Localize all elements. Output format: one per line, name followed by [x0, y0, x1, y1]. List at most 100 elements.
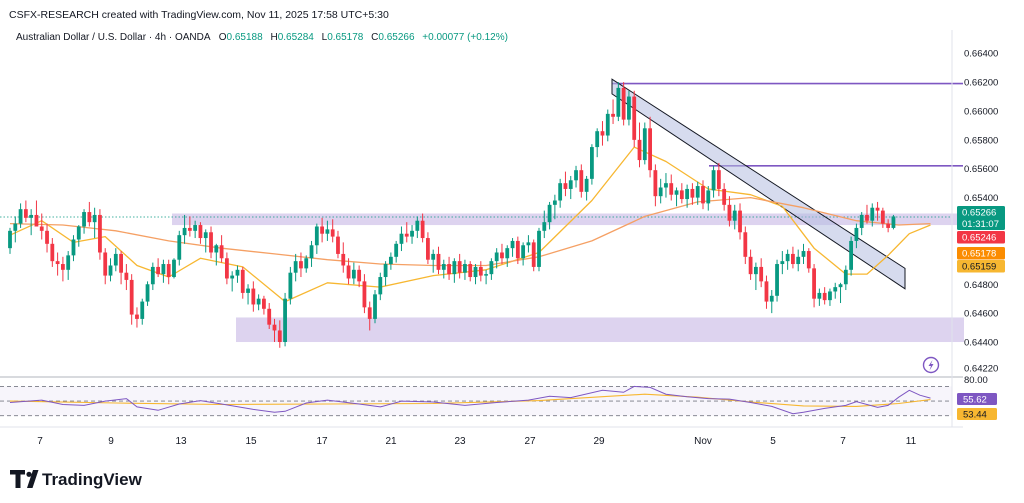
candle	[336, 230, 340, 259]
candle-body	[219, 245, 224, 259]
candle-body	[679, 190, 684, 200]
candle-body	[537, 230, 541, 267]
candle	[251, 281, 256, 312]
candle	[505, 245, 510, 267]
candle-body	[320, 226, 325, 234]
candle-body	[50, 243, 55, 262]
candle-body	[806, 251, 811, 269]
candle	[875, 201, 880, 221]
price-tick-label: 0.64800	[964, 280, 998, 291]
candle	[330, 219, 335, 243]
price-tag-box	[957, 247, 1005, 260]
candle	[870, 203, 875, 227]
candle-body	[637, 139, 642, 161]
tradingview-logo[interactable]: TradingView	[10, 470, 143, 489]
time-axis[interactable]: 7 9 13 15 17 21 23 27 29 Nov 5 7 11	[0, 30, 963, 447]
candle-body	[531, 242, 536, 267]
candle-body	[595, 131, 600, 148]
candle-body	[82, 212, 86, 227]
candle-body	[87, 212, 92, 223]
candle	[600, 121, 605, 146]
candle	[738, 203, 742, 240]
candle-body	[605, 113, 610, 136]
candle	[362, 274, 367, 314]
bolt-icon	[922, 356, 940, 374]
candle-body	[246, 288, 250, 293]
candle	[558, 178, 563, 208]
candle	[457, 253, 462, 279]
candle-body	[743, 232, 748, 257]
candle	[103, 248, 108, 285]
logo-mark-slash	[27, 470, 39, 488]
descending-channel[interactable]	[611, 78, 906, 290]
candle-body	[801, 251, 806, 257]
candle	[854, 223, 859, 249]
candle-body	[759, 266, 764, 282]
close-value: 0.65266	[378, 32, 415, 43]
candle	[791, 246, 795, 269]
candle	[219, 235, 224, 263]
candle-body	[817, 292, 822, 299]
candle	[531, 239, 536, 272]
candle-body	[542, 222, 547, 231]
candle-body	[854, 227, 859, 241]
candle	[29, 209, 34, 236]
candle	[436, 246, 441, 275]
candle	[209, 226, 213, 259]
candle	[590, 144, 594, 185]
candle	[526, 235, 531, 253]
candle	[849, 236, 854, 276]
candle-body	[66, 255, 71, 270]
candle	[341, 242, 346, 273]
candle-body	[812, 268, 816, 299]
candle-body	[706, 190, 711, 204]
candle	[579, 164, 584, 198]
candle-body	[838, 284, 843, 288]
candle-body	[775, 264, 779, 296]
candle	[542, 210, 547, 239]
logo-text: TradingView	[42, 470, 143, 489]
price-tick-label: 0.65600	[964, 164, 998, 175]
candle	[187, 216, 192, 237]
candle-body	[653, 170, 658, 197]
symbol-title: Australian Dollar / U.S. Dollar · 4h · O…	[16, 32, 211, 43]
symbol-legend[interactable]: Australian Dollar / U.S. Dollar · 4h · O…	[16, 32, 508, 43]
candle-body	[563, 183, 568, 189]
candle	[711, 165, 716, 198]
candle	[394, 240, 399, 263]
candle	[161, 259, 166, 283]
candle-body	[494, 252, 499, 262]
candle-body	[521, 245, 526, 259]
rsi-panel[interactable]: 80.00 55.62 53.44	[0, 375, 997, 421]
candle-body	[330, 229, 335, 237]
channel-band[interactable]	[611, 78, 906, 290]
candle	[108, 258, 113, 282]
candle-body	[632, 96, 637, 140]
support-zone[interactable]	[236, 317, 964, 343]
candle	[129, 274, 134, 325]
candle	[98, 209, 102, 260]
candle	[404, 222, 409, 243]
candle	[637, 122, 642, 168]
time-tick-label: 7	[37, 436, 43, 447]
candle	[621, 82, 626, 126]
resistance-zone[interactable]	[172, 213, 964, 226]
candle	[76, 225, 81, 247]
candle	[828, 288, 832, 306]
candle	[240, 266, 245, 299]
alert-button[interactable]	[922, 356, 940, 374]
candle-body	[346, 265, 351, 279]
candle-body	[478, 266, 483, 276]
candle-body	[732, 210, 737, 221]
candle	[246, 284, 250, 305]
candle	[679, 183, 684, 204]
candle-body	[277, 330, 282, 343]
candle-body	[198, 225, 203, 239]
candle	[859, 212, 864, 236]
candle-body	[526, 242, 531, 246]
candle	[172, 258, 176, 279]
candle-body	[886, 223, 891, 228]
price-tick-label: 0.66000	[964, 106, 998, 117]
candle-body	[685, 188, 690, 200]
